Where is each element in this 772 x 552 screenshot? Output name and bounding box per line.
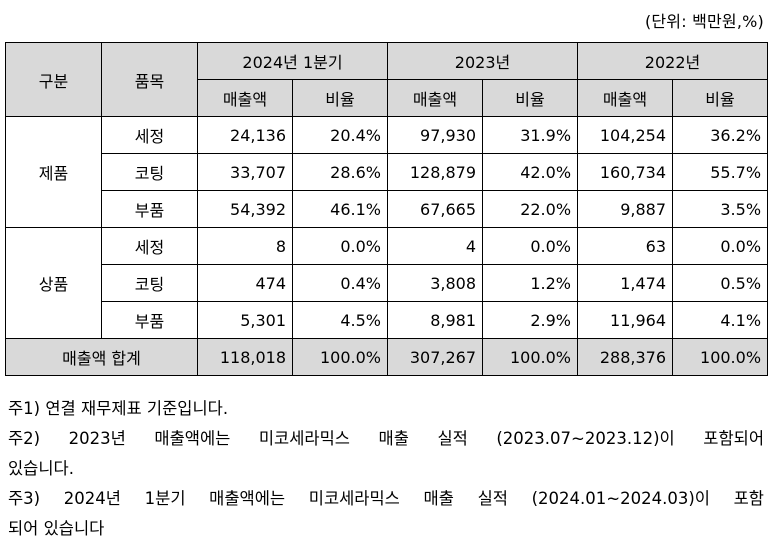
footnotes: 주1) 연결 재무제표 기준입니다. 주2) 2023년 매출액에는 미코세라믹… — [8, 394, 764, 544]
cell-sales: 8,981 — [387, 301, 483, 339]
item-label: 코팅 — [101, 264, 198, 302]
cell-sales: 5,301 — [197, 301, 293, 339]
item-label: 세정 — [101, 227, 198, 265]
header-row-metrics: 매출액 비율 매출액 비율 매출액 비율 — [6, 79, 769, 117]
cell-ratio: 36.2% — [672, 116, 769, 154]
cell-ratio: 0.0% — [292, 227, 388, 265]
table-row: 코팅 33,707 28.6% 128,879 42.0% 160,734 55… — [6, 153, 769, 191]
table-row: 상품 세정 8 0.0% 4 0.0% 63 0.0% — [5, 227, 769, 339]
header-period-2023: 2023년 — [386, 42, 579, 80]
header-row-periods: 구분 품목 2024년 1분기 2023년 2022년 — [5, 42, 769, 117]
total-row: 매출액 합계 118,018 100.0% 307,267 100.0% 288… — [5, 338, 769, 376]
cell-sales: 67,665 — [387, 190, 483, 228]
cell-ratio: 20.4% — [292, 116, 388, 154]
cell-ratio: 3.5% — [672, 190, 769, 228]
table-row: 부품 54,392 46.1% 67,665 22.0% 9,887 3.5% — [6, 190, 769, 228]
cell-ratio: 55.7% — [672, 153, 769, 191]
cell-sales: 97,930 — [387, 116, 483, 154]
header-sales: 매출액 — [387, 79, 483, 117]
header-ratio: 비율 — [292, 79, 388, 117]
cell-sales: 63 — [577, 227, 674, 265]
header-sales: 매출액 — [197, 79, 293, 117]
total-ratio: 100.0% — [672, 338, 769, 376]
item-label: 코팅 — [101, 153, 198, 191]
cell-sales: 474 — [197, 264, 293, 302]
footnote-2-line-1: 주2) 2023년 매출액에는 미코세라믹스 매출 실적 (2023.07~20… — [8, 429, 764, 448]
header-sales: 매출액 — [577, 79, 674, 117]
header-period-2022: 2022년 — [577, 42, 769, 80]
cell-sales: 33,707 — [197, 153, 293, 191]
total-ratio: 100.0% — [292, 338, 388, 376]
footnote-1: 주1) 연결 재무제표 기준입니다. — [8, 399, 229, 418]
table-row: 부품 5,301 4.5% 8,981 2.9% 11,964 4.1% — [6, 301, 769, 339]
group-label: 제품 — [5, 116, 102, 228]
header-division: 구분 — [5, 42, 102, 117]
total-sales: 118,018 — [197, 338, 293, 376]
cell-sales: 9,887 — [577, 190, 674, 228]
cell-ratio: 4.1% — [672, 301, 769, 339]
cell-sales: 8 — [197, 227, 293, 265]
cell-ratio: 0.0% — [672, 227, 769, 265]
header-ratio: 비율 — [672, 79, 769, 117]
cell-ratio: 0.4% — [292, 264, 388, 302]
item-label: 부품 — [101, 301, 198, 339]
cell-sales: 54,392 — [197, 190, 293, 228]
cell-ratio: 1.2% — [481, 264, 579, 302]
group-label: 상품 — [5, 227, 102, 339]
cell-ratio: 28.6% — [292, 153, 388, 191]
cell-ratio: 46.1% — [292, 190, 388, 228]
item-label: 부품 — [101, 190, 198, 228]
footnote-2-line-2: 있습니다. — [8, 459, 74, 478]
cell-sales: 104,254 — [577, 116, 674, 154]
cell-sales: 24,136 — [197, 116, 293, 154]
table-row: 코팅 474 0.4% 3,808 1.2% 1,474 0.5% — [6, 264, 769, 302]
total-sales: 307,267 — [387, 338, 483, 376]
footnote-3-line-1: 주3) 2024년 1분기 매출액에는 미코세라믹스 매출 실적 (2024.0… — [8, 489, 764, 508]
cell-ratio: 2.9% — [481, 301, 579, 339]
header-period-2024q1: 2024년 1분기 — [197, 42, 388, 80]
cell-sales: 160,734 — [577, 153, 674, 191]
item-label: 세정 — [101, 116, 198, 154]
cell-sales: 3,808 — [387, 264, 483, 302]
cell-sales: 4 — [387, 227, 483, 265]
cell-ratio: 31.9% — [481, 116, 579, 154]
total-ratio: 100.0% — [481, 338, 579, 376]
cell-sales: 1,474 — [577, 264, 674, 302]
table-row: 제품 세정 24,136 20.4% 97,930 31.9% 104,254 … — [5, 116, 769, 228]
cell-ratio: 4.5% — [292, 301, 388, 339]
cell-ratio: 22.0% — [481, 190, 579, 228]
cell-sales: 11,964 — [577, 301, 674, 339]
footnote-3-line-2: 되어 있습니다 — [8, 519, 105, 538]
unit-note: (단위: 백만원,%) — [644, 12, 764, 31]
header-ratio: 비율 — [481, 79, 579, 117]
header-item: 품목 — [101, 42, 198, 117]
cell-ratio: 0.5% — [672, 264, 769, 302]
sales-table: 구분 품목 2024년 1분기 2023년 2022년 매출액 비율 매출액 비… — [5, 42, 769, 376]
cell-ratio: 0.0% — [481, 227, 579, 265]
cell-sales: 128,879 — [387, 153, 483, 191]
total-sales: 288,376 — [577, 338, 674, 376]
cell-ratio: 42.0% — [481, 153, 579, 191]
total-label: 매출액 합계 — [5, 338, 198, 376]
